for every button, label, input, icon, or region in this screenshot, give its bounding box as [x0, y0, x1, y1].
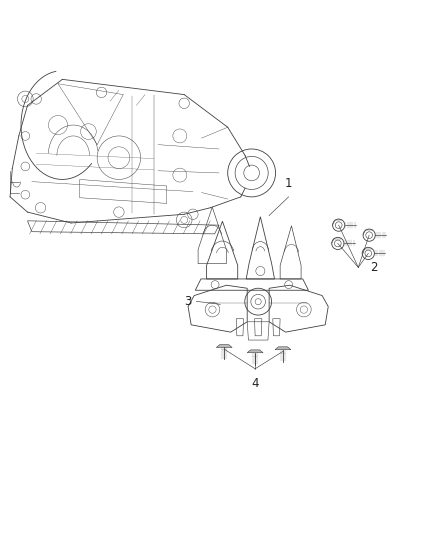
Polygon shape — [275, 347, 291, 350]
Text: 1: 1 — [285, 177, 293, 190]
Text: 4: 4 — [251, 377, 259, 390]
Polygon shape — [247, 350, 263, 353]
Text: 3: 3 — [184, 295, 191, 308]
Polygon shape — [216, 345, 232, 348]
Text: 2: 2 — [370, 261, 377, 274]
